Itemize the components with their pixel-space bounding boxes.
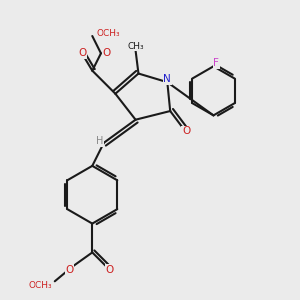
Text: OCH₃: OCH₃	[28, 281, 52, 290]
Text: O: O	[106, 265, 114, 275]
Text: F: F	[213, 58, 219, 68]
Text: O: O	[65, 265, 73, 275]
Text: H: H	[96, 136, 103, 146]
Text: O: O	[103, 48, 111, 58]
Text: O: O	[78, 48, 86, 58]
Text: N: N	[164, 74, 171, 84]
Text: O: O	[182, 126, 190, 136]
Text: OCH₃: OCH₃	[97, 28, 120, 38]
Text: CH₃: CH₃	[127, 42, 144, 51]
